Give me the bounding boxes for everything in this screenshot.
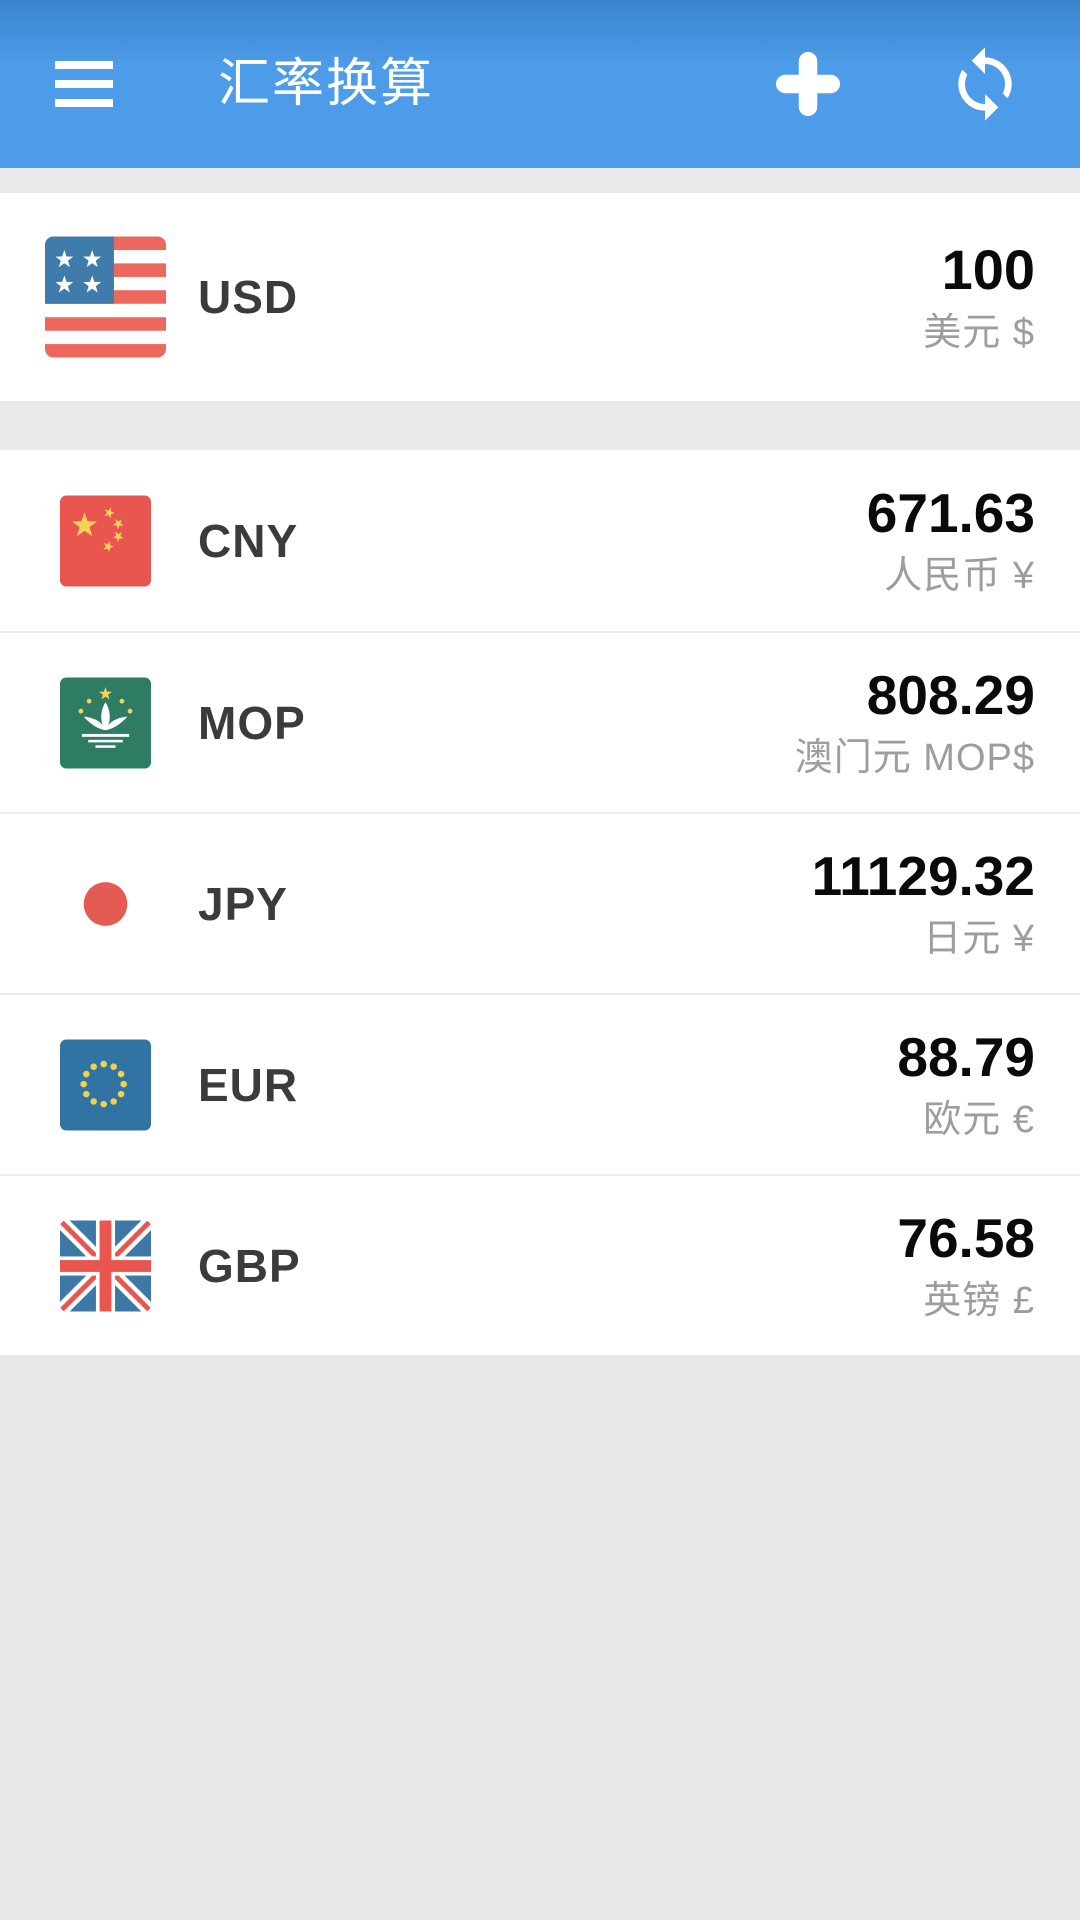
currency-amount-block: 11129.32 日元 ¥	[811, 845, 1035, 960]
gb-flag-icon	[45, 1204, 166, 1328]
currency-amount: 808.29	[866, 664, 1035, 726]
add-currency-button[interactable]	[771, 47, 845, 121]
currency-amount-block: 100 美元 $	[923, 238, 1035, 354]
currency-name-label: 人民币 ¥	[884, 555, 1035, 597]
currency-code: USD	[198, 271, 299, 323]
currency-row-jpy[interactable]: JPY 11129.32 日元 ¥	[0, 812, 1080, 993]
currency-row-eur[interactable]: EUR 88.79 欧元 €	[0, 993, 1080, 1174]
menu-button[interactable]	[55, 61, 113, 107]
currency-amount: 100	[941, 238, 1035, 301]
empty-area	[0, 1355, 1080, 1920]
currency-code: GBP	[198, 1239, 301, 1292]
page-title: 汇率换算	[218, 55, 435, 113]
currency-amount-block: 88.79 欧元 €	[897, 1026, 1035, 1141]
currency-code: JPY	[198, 877, 288, 930]
base-currency-section: USD 100 美元 $	[0, 193, 1080, 401]
currency-code: EUR	[198, 1058, 299, 1111]
plus-icon	[771, 47, 845, 121]
app-bar: 汇率换算	[0, 0, 1080, 168]
currency-name-label: 澳门元 MOP$	[794, 737, 1035, 779]
cn-flag-icon	[45, 479, 166, 603]
header-divider-strip	[0, 168, 1080, 193]
currency-amount-block: 671.63 人民币 ¥	[866, 482, 1035, 597]
currency-amount: 11129.32	[811, 845, 1035, 907]
currency-code: MOP	[198, 696, 306, 749]
currency-name-label: 英镑 £	[923, 1280, 1035, 1322]
currency-row-mop[interactable]: MOP 808.29 澳门元 MOP$	[0, 631, 1080, 812]
currency-amount: 88.79	[897, 1026, 1035, 1088]
refresh-button[interactable]	[945, 44, 1025, 124]
currency-name-label: 欧元 €	[923, 1099, 1035, 1141]
us-flag-icon	[45, 235, 166, 359]
currency-amount: 76.58	[897, 1207, 1035, 1269]
currency-amount: 671.63	[866, 482, 1035, 544]
currency-row-usd[interactable]: USD 100 美元 $	[0, 193, 1080, 401]
currency-amount-block: 808.29 澳门元 MOP$	[794, 664, 1035, 779]
base-divider-strip	[0, 401, 1080, 450]
eu-flag-icon	[45, 1023, 166, 1147]
menu-icon	[55, 61, 113, 69]
jp-flag-icon	[45, 842, 166, 966]
currency-list: CNY 671.63 人民币 ¥ MOP 808.29 澳门元 MOP$ JPY…	[0, 450, 1080, 1355]
mo-flag-icon	[45, 661, 166, 785]
currency-name-label: 日元 ¥	[923, 918, 1035, 960]
currency-row-cny[interactable]: CNY 671.63 人民币 ¥	[0, 450, 1080, 631]
sync-refresh-icon	[945, 44, 1025, 124]
currency-name-label: 美元 $	[923, 312, 1035, 354]
currency-code: CNY	[198, 514, 299, 567]
currency-row-gbp[interactable]: GBP 76.58 英镑 £	[0, 1174, 1080, 1355]
currency-amount-block: 76.58 英镑 £	[897, 1207, 1035, 1322]
